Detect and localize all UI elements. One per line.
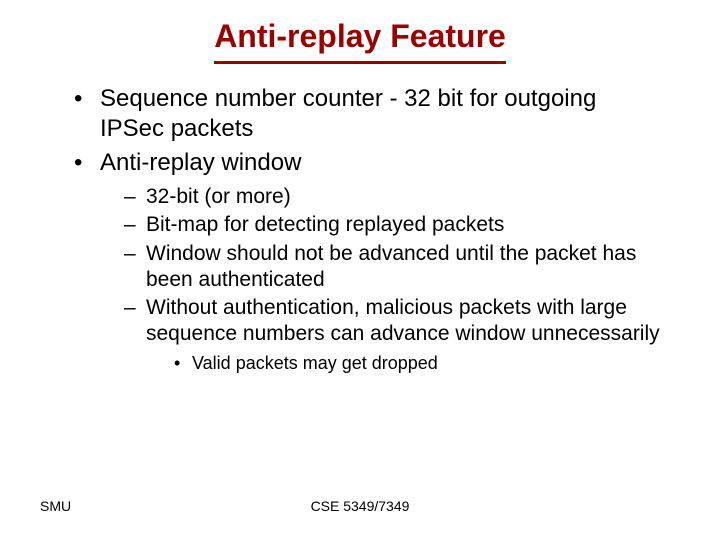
footer-center: CSE 5349/7349	[0, 498, 720, 514]
list-item-text: Anti-replay window	[100, 149, 301, 176]
list-item: Without authentication, malicious packet…	[118, 295, 660, 374]
list-item: Sequence number counter - 32 bit for out…	[60, 84, 660, 144]
list-item: Valid packets may get dropped	[168, 352, 660, 375]
title-underline	[214, 61, 506, 64]
list-item-text: Sequence number counter - 32 bit for out…	[100, 85, 596, 142]
list-item-text: 32-bit (or more)	[146, 185, 291, 208]
list-item: Window should not be advanced until the …	[118, 241, 660, 294]
title-area: Anti-replay Feature	[0, 0, 720, 64]
list-item-text: Bit-map for detecting replayed packets	[146, 213, 504, 236]
list-item: 32-bit (or more)	[118, 184, 660, 210]
title-block: Anti-replay Feature	[214, 18, 506, 64]
list-item-text: Valid packets may get dropped	[192, 353, 438, 373]
slide-title: Anti-replay Feature	[214, 18, 506, 55]
list-item-text: Without authentication, malicious packet…	[146, 296, 660, 345]
list-item: Bit-map for detecting replayed packets	[118, 212, 660, 238]
bullet-list-level2: 32-bit (or more) Bit-map for detecting r…	[118, 184, 660, 374]
list-item: Anti-replay window 32-bit (or more) Bit-…	[60, 148, 660, 374]
content-area: Sequence number counter - 32 bit for out…	[0, 64, 720, 374]
bullet-list-level3: Valid packets may get dropped	[168, 352, 660, 375]
bullet-list-level1: Sequence number counter - 32 bit for out…	[60, 84, 660, 374]
slide: Anti-replay Feature Sequence number coun…	[0, 0, 720, 540]
list-item-text: Window should not be advanced until the …	[146, 242, 636, 291]
